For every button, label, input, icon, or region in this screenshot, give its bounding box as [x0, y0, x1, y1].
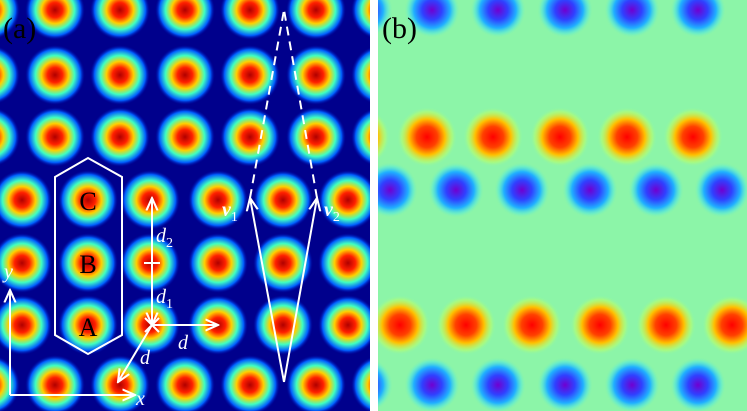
density-peak: [25, 107, 85, 167]
d-label: d: [140, 347, 151, 369]
density-peak: [530, 107, 590, 167]
cross: [144, 317, 160, 333]
density-peak: [702, 295, 747, 355]
density-peak: [0, 295, 52, 355]
density-peak: [428, 162, 484, 218]
density-peak: [670, 357, 726, 411]
density-peak: [155, 107, 215, 167]
density-peak: [0, 233, 52, 293]
density-peak: [670, 0, 726, 38]
density-peak: [378, 162, 418, 218]
density-peak: [286, 355, 346, 411]
d2-label: d2: [156, 225, 173, 251]
density-peak: [351, 0, 370, 38]
density-peak: [58, 233, 118, 293]
density-peak: [253, 233, 313, 293]
density-peak: [58, 170, 118, 230]
dashed: [249, 9, 285, 199]
overlay: [10, 9, 318, 395]
x-axis-label: x: [135, 388, 145, 410]
site-label: A: [79, 313, 98, 342]
density-peak: [90, 0, 150, 40]
density-peak: [25, 0, 85, 40]
density-peak: [378, 360, 393, 410]
density-peak: [378, 113, 390, 161]
site-label: B: [79, 250, 96, 279]
density-peak: [562, 162, 618, 218]
density-peak: [286, 0, 346, 40]
hexagon: [54, 156, 123, 356]
density-peak: [90, 107, 150, 167]
density-peak: [318, 233, 370, 293]
density-peak: [155, 45, 215, 105]
density-peak: [537, 0, 593, 38]
d-arrow: [118, 324, 153, 382]
density-peak: [463, 107, 523, 167]
density-peak: [220, 355, 280, 411]
d-label: d: [178, 332, 189, 354]
density-peak: [694, 162, 747, 218]
v2-arrow: [283, 198, 317, 383]
v1-label: v1: [222, 199, 238, 225]
density-peak: [220, 45, 280, 105]
density-peak: [318, 170, 370, 230]
density-peak: [351, 47, 370, 103]
density-peak: [286, 45, 346, 105]
density-peak: [155, 355, 215, 411]
density-peak: [286, 107, 346, 167]
panel-label: (a): [3, 12, 36, 45]
density-peak: [470, 357, 526, 411]
density-peak: [470, 0, 526, 38]
density-peak: [318, 295, 370, 355]
v1-arrow: [250, 198, 285, 383]
panel-label: (b): [382, 12, 417, 45]
density-peak: [90, 45, 150, 105]
density-peak: [220, 0, 280, 40]
density-peak: [188, 233, 248, 293]
density-peak: [25, 355, 85, 411]
density-peak: [253, 170, 313, 230]
density-peak: [636, 295, 696, 355]
dashed: [283, 9, 318, 199]
density-peak: [220, 107, 280, 167]
density-peak: [663, 107, 723, 167]
density-peak: [0, 46, 20, 104]
density-peak: [351, 109, 370, 165]
density-b: [378, 0, 747, 411]
density-peak: [397, 107, 457, 167]
v2-label: v2: [324, 199, 340, 225]
density-peak: [597, 107, 657, 167]
density-peak: [436, 295, 496, 355]
density-peak: [378, 295, 430, 355]
density-peak: [604, 0, 660, 38]
d1-label: d1: [156, 286, 173, 312]
density-peak: [0, 108, 20, 166]
density-peak: [0, 0, 20, 39]
density-peak: [404, 0, 460, 38]
density-peak: [155, 0, 215, 40]
density-peak: [537, 357, 593, 411]
density-peak: [628, 162, 684, 218]
density-peak: [58, 295, 118, 355]
density-peak: [25, 45, 85, 105]
density-peak: [351, 357, 370, 411]
density-peak: [120, 170, 180, 230]
density-peak: [604, 357, 660, 411]
density-peak: [494, 162, 550, 218]
site-label: C: [79, 187, 96, 216]
density-peak: [404, 357, 460, 411]
density-peak: [378, 0, 393, 35]
density-peak: [502, 295, 562, 355]
density-peak: [0, 170, 52, 230]
y-axis-label: y: [2, 261, 13, 283]
density-a: [0, 0, 370, 411]
density-peak: [570, 295, 630, 355]
density-peak: [188, 170, 248, 230]
density-peak: [253, 295, 313, 355]
